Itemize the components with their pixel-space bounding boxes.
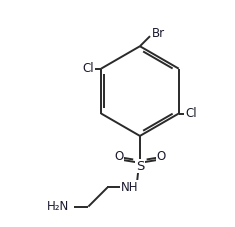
Text: Cl: Cl [83, 62, 94, 75]
Text: Br: Br [152, 27, 165, 40]
Text: O: O [114, 150, 123, 163]
Text: NH: NH [121, 181, 139, 194]
Text: O: O [157, 150, 166, 163]
Text: H₂N: H₂N [47, 200, 69, 213]
Text: S: S [136, 160, 144, 173]
Text: Cl: Cl [185, 107, 197, 120]
